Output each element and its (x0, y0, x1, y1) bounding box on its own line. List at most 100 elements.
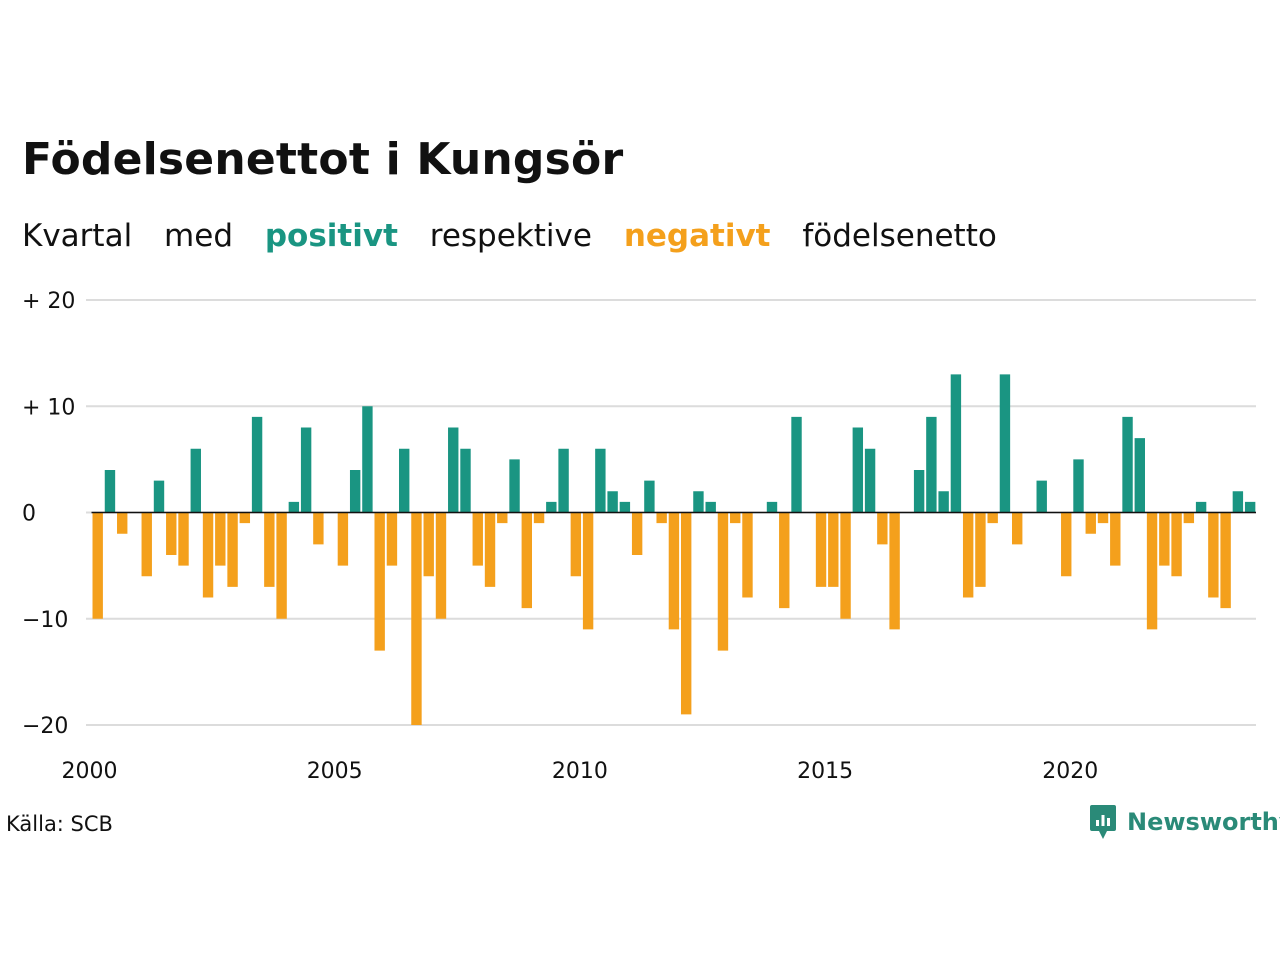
bar-negative (680, 512, 692, 715)
bar-negative (313, 512, 324, 545)
bar-negative (484, 512, 496, 587)
bar-positive (1073, 459, 1084, 513)
bar-positive (864, 448, 876, 513)
bar-negative (815, 512, 827, 587)
subtitle-part-respektive: respektive (429, 218, 592, 254)
bar-negative (276, 512, 287, 619)
bar-negative (472, 512, 483, 566)
source-note: Källa: SCB (6, 812, 113, 836)
chart-title: Födelsenettot i Kungsör (22, 134, 624, 185)
bar-positive (705, 501, 716, 513)
bar-negative (840, 512, 851, 619)
y-tick-label: + 10 (22, 395, 75, 420)
bar-negative (386, 512, 398, 566)
bar-negative (533, 512, 545, 524)
bar-positive (558, 448, 569, 513)
bar-negative (1220, 512, 1231, 609)
bar-positive (509, 459, 520, 513)
bar-positive (362, 406, 373, 513)
bar-positive (595, 448, 606, 513)
bar-negative (1171, 512, 1182, 577)
bar-positive (938, 491, 949, 513)
bar-positive (619, 501, 631, 513)
bar-positive (999, 374, 1011, 513)
bar-positive (448, 427, 459, 513)
bar-negative (141, 512, 152, 577)
bar-negative (435, 512, 447, 619)
bar-positive (913, 470, 925, 513)
bar-positive (153, 480, 165, 513)
bar-negative (962, 512, 974, 598)
bar-positive (1195, 501, 1207, 513)
bar-negative (117, 512, 128, 534)
bar-positive (644, 480, 655, 513)
bar-positive (1244, 501, 1256, 513)
bar-negative (877, 512, 888, 545)
bar-positive (791, 416, 802, 513)
bar-negative (411, 512, 422, 725)
bar-positive (1036, 480, 1047, 513)
bar-negative (631, 512, 643, 555)
bar-negative (742, 512, 753, 598)
bar-positive (693, 491, 704, 513)
bar-positive (300, 427, 312, 513)
bar-positive (546, 501, 557, 513)
bar-negative (92, 512, 103, 619)
bar-positive (926, 416, 937, 513)
x-tick-label: 2015 (797, 759, 853, 784)
bar-positive (460, 448, 471, 513)
bar-negative (227, 512, 238, 587)
bar-negative (497, 512, 508, 524)
y-tick-label: −20 (22, 714, 68, 739)
bar-positive (1122, 416, 1133, 513)
bar-positive (1134, 438, 1145, 513)
y-tick-label: 0 (22, 502, 36, 527)
x-tick-label: 2005 (307, 759, 363, 784)
x-tick-label: 2010 (552, 759, 608, 784)
bar-positive (349, 470, 361, 513)
bar-negative (264, 512, 275, 587)
bar-positive (399, 448, 410, 513)
bar-negative (717, 512, 729, 651)
newsworthy-logo-icon (1090, 805, 1116, 839)
chart-subtitle: Kvartal med positivt respektive negativt… (22, 218, 1019, 254)
bar-negative (582, 512, 594, 630)
bar-negative (1061, 512, 1072, 577)
bar-negative (1183, 512, 1195, 524)
bar-negative (374, 512, 385, 651)
brand-name: Newsworthy (1127, 808, 1280, 836)
bar-positive (1232, 491, 1244, 513)
bar-negative (975, 512, 986, 587)
bar-negative (889, 512, 900, 630)
bar-negative (1208, 512, 1219, 598)
bar-positive (950, 374, 962, 513)
x-tick-label: 2020 (1042, 759, 1098, 784)
bar-negative (779, 512, 790, 609)
bar-negative (215, 512, 226, 566)
subtitle-part-kvartal: Kvartal (22, 218, 133, 254)
bar-negative (178, 512, 189, 566)
bar-positive (104, 470, 116, 513)
bar-positive (251, 416, 263, 513)
bar-negative (166, 512, 177, 555)
bar-positive (607, 491, 618, 513)
subtitle-part-fodelsenetto: födelsenetto (802, 218, 997, 254)
bar-negative (1110, 512, 1121, 566)
subtitle-positive-label: positivt (264, 218, 398, 254)
bar-positive (766, 501, 778, 513)
bar-negative (668, 512, 680, 630)
bar-negative (239, 512, 251, 524)
bar-negative (730, 512, 741, 524)
y-tick-label: + 20 (22, 289, 75, 314)
x-tick-label: 2000 (62, 759, 118, 784)
bar-negative (1097, 512, 1109, 524)
bar-negative (1159, 512, 1170, 566)
bar-negative (337, 512, 349, 566)
subtitle-part-med: med (164, 218, 233, 254)
bar-negative (1085, 512, 1096, 534)
bar-negative (570, 512, 582, 577)
bar-positive (852, 427, 864, 513)
bar-negative (1146, 512, 1158, 630)
bar-negative (1012, 512, 1023, 545)
